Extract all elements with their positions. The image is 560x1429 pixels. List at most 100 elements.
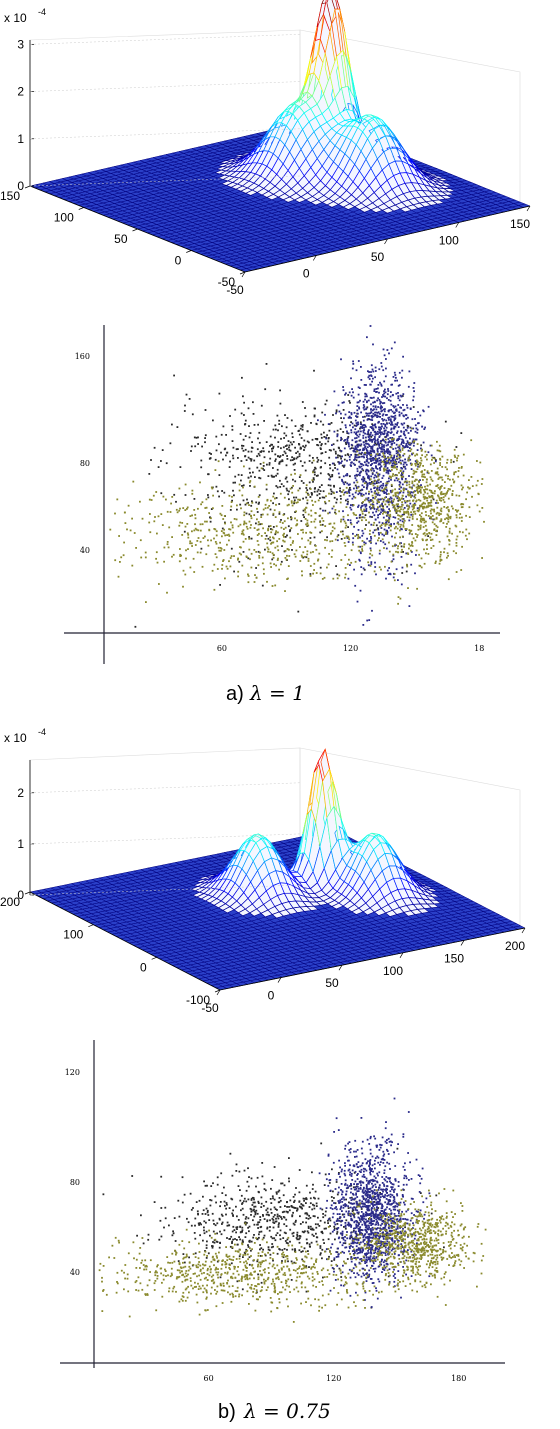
scatter-point bbox=[350, 561, 353, 564]
scatter-point bbox=[332, 505, 335, 508]
scatter-point bbox=[185, 557, 187, 560]
scatter-point bbox=[261, 513, 264, 516]
scatter-point bbox=[361, 488, 363, 491]
scatter-point bbox=[250, 450, 253, 453]
scatter-point bbox=[323, 436, 326, 438]
scatter-point bbox=[245, 512, 248, 515]
scatter-point bbox=[214, 458, 217, 461]
scatter-point bbox=[355, 479, 358, 482]
scatter-point bbox=[388, 550, 391, 553]
scatter-point bbox=[251, 501, 254, 504]
scatter-point bbox=[402, 470, 405, 473]
scatter-point bbox=[366, 401, 368, 404]
scatter-point bbox=[357, 453, 360, 456]
scatter-point bbox=[321, 523, 324, 526]
scatter-point bbox=[409, 502, 412, 505]
scatter-point bbox=[311, 479, 314, 481]
scatter-point bbox=[361, 468, 364, 470]
scatter-point bbox=[248, 467, 251, 470]
y-tick-label: 0 bbox=[175, 254, 182, 268]
scatter-point bbox=[350, 504, 352, 506]
scatter-point bbox=[378, 368, 381, 371]
scatter-point bbox=[386, 434, 389, 437]
scatter-point bbox=[370, 427, 373, 430]
scatter-point bbox=[343, 520, 346, 523]
scatter-point bbox=[392, 500, 394, 503]
scatter-point bbox=[210, 486, 213, 489]
scatter-point bbox=[303, 446, 306, 449]
scatter-point bbox=[394, 423, 397, 426]
scatter-point bbox=[245, 556, 248, 558]
scatter-point bbox=[381, 418, 384, 420]
scatter-point bbox=[344, 439, 346, 441]
scatter-point bbox=[360, 366, 362, 368]
scatter-point bbox=[408, 519, 411, 522]
scatter-point bbox=[361, 529, 364, 532]
scatter-point bbox=[356, 450, 359, 453]
scatter-point bbox=[270, 542, 272, 545]
scatter-point bbox=[403, 507, 406, 509]
scatter-point bbox=[462, 474, 465, 477]
scatter-point bbox=[277, 455, 279, 457]
scatter-point bbox=[457, 454, 460, 457]
scatter-point bbox=[339, 428, 342, 430]
scatter-point bbox=[277, 531, 279, 534]
scatter-point bbox=[378, 487, 381, 489]
scatter-point bbox=[379, 416, 381, 418]
scatter-point bbox=[176, 426, 179, 428]
scatter-point bbox=[233, 555, 235, 557]
scatter-point bbox=[362, 434, 365, 437]
scatter-point bbox=[366, 619, 369, 622]
scatter-point bbox=[479, 461, 482, 464]
scatter-point bbox=[396, 522, 399, 525]
scatter-point bbox=[328, 429, 331, 432]
scatter-point bbox=[363, 479, 366, 482]
scatter-point bbox=[424, 450, 427, 453]
scatter-point bbox=[302, 531, 304, 534]
scatter-point bbox=[267, 475, 270, 477]
scatter-point bbox=[400, 556, 403, 558]
scatter-point bbox=[267, 528, 270, 531]
scatter-point bbox=[183, 530, 186, 533]
scatter-point bbox=[321, 452, 324, 454]
scatter-point bbox=[302, 497, 304, 500]
scatter-point bbox=[407, 385, 410, 388]
scatter-point bbox=[387, 443, 389, 446]
scatter-point bbox=[249, 485, 251, 487]
scatter-point bbox=[361, 545, 364, 548]
scatter-point bbox=[303, 461, 306, 464]
scatter-point bbox=[325, 399, 328, 402]
scatter-point bbox=[359, 399, 361, 402]
scatter-point bbox=[430, 508, 433, 511]
scatter-point bbox=[272, 502, 274, 505]
scatter-point bbox=[366, 412, 369, 415]
scatter-point bbox=[352, 504, 355, 506]
scatter-point bbox=[289, 441, 292, 444]
scatter-point bbox=[377, 506, 379, 509]
scatter-point bbox=[370, 490, 373, 493]
scatter-point bbox=[370, 408, 372, 411]
scatter-point bbox=[385, 547, 388, 550]
scatter-point bbox=[383, 528, 386, 531]
scatter-point bbox=[348, 445, 350, 448]
scatter-point bbox=[281, 545, 283, 547]
scatter-point bbox=[375, 408, 378, 411]
scatter-point bbox=[326, 536, 328, 539]
scatter-point bbox=[356, 409, 359, 412]
scatter-point bbox=[375, 482, 378, 484]
surface-mesh-a bbox=[29, 0, 531, 273]
scatter-point bbox=[369, 396, 372, 399]
scatter-point bbox=[220, 433, 223, 436]
scatter-point bbox=[337, 472, 340, 475]
scatter-point bbox=[408, 547, 410, 550]
scatter-point bbox=[274, 460, 277, 462]
scatter-point bbox=[319, 507, 322, 510]
scatter-point bbox=[381, 538, 384, 541]
scatter-point bbox=[241, 447, 244, 450]
scatter-point bbox=[223, 532, 226, 535]
scatter-point bbox=[307, 560, 310, 562]
scatter-point bbox=[354, 484, 357, 487]
scatter-point bbox=[387, 520, 390, 523]
scatter-point bbox=[344, 413, 347, 416]
scatter-point bbox=[365, 507, 368, 510]
